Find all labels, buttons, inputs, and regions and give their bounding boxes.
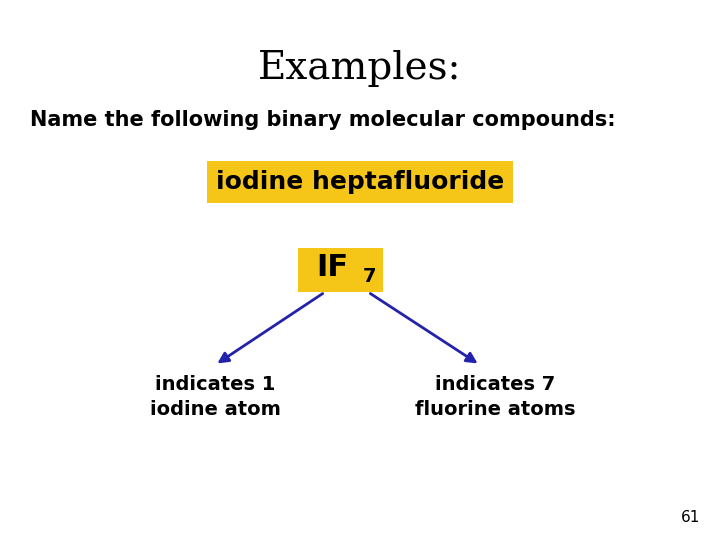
Text: iodine heptafluoride: iodine heptafluoride: [216, 170, 504, 194]
Text: Examples:: Examples:: [258, 50, 462, 87]
Text: fluorine atoms: fluorine atoms: [415, 400, 575, 419]
Text: 61: 61: [680, 510, 700, 525]
Text: indicates 7: indicates 7: [435, 375, 555, 394]
Text: IF: IF: [316, 253, 348, 281]
Text: 7: 7: [364, 267, 377, 286]
FancyBboxPatch shape: [297, 248, 382, 292]
Text: indicates 1: indicates 1: [155, 375, 275, 394]
Text: iodine atom: iodine atom: [150, 400, 280, 419]
Text: Name the following binary molecular compounds:: Name the following binary molecular comp…: [30, 110, 616, 130]
